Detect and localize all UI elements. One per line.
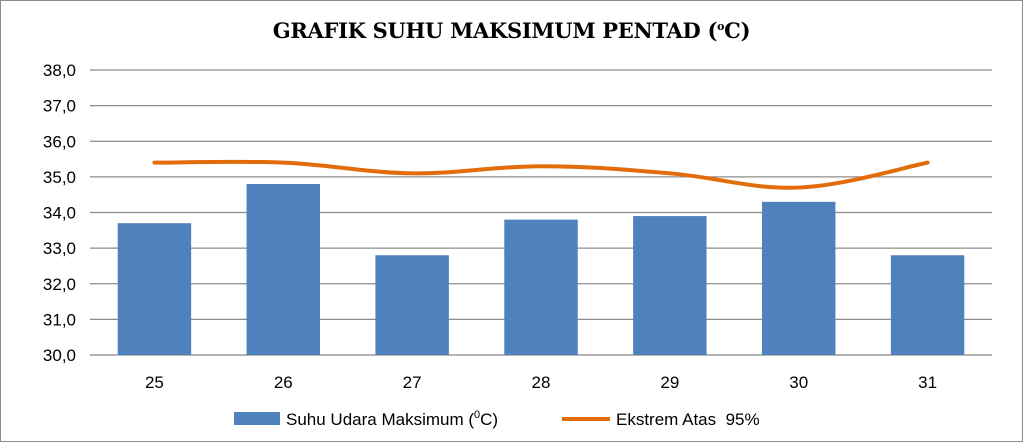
bar xyxy=(761,201,836,355)
x-tick-label: 25 xyxy=(145,373,164,392)
y-tick-label: 34,0 xyxy=(43,204,76,223)
line-series xyxy=(152,159,930,190)
y-tick-label: 30,0 xyxy=(43,346,76,365)
y-tick-label: 32,0 xyxy=(43,275,76,294)
y-tick-label: 31,0 xyxy=(43,310,76,329)
x-tick-label: 31 xyxy=(918,373,937,392)
y-tick-label: 37,0 xyxy=(43,97,76,116)
bar xyxy=(117,223,192,355)
x-tick-label: 27 xyxy=(403,373,422,392)
line-path xyxy=(152,159,930,190)
y-tick-label: 33,0 xyxy=(43,239,76,258)
bar xyxy=(890,255,965,355)
y-tick-label: 35,0 xyxy=(43,168,76,187)
y-axis-ticks: 30,0 31,0 32,0 33,0 34,0 35,0 36,0 37,0 38,0 xyxy=(43,61,76,365)
x-tick-label: 26 xyxy=(274,373,293,392)
x-tick-label: 30 xyxy=(789,373,808,392)
legend-swatch-bar xyxy=(234,412,280,425)
chart-title: GRAFIK SUHU MAKSIMUM PENTAD (oC) xyxy=(272,18,751,43)
bar xyxy=(375,255,449,355)
legend-label-line: Ekstrem Atas 95% xyxy=(616,410,760,429)
x-tick-label: 29 xyxy=(660,373,679,392)
x-tick-label: 28 xyxy=(532,373,551,392)
x-axis-ticks: 25 26 27 28 29 30 31 xyxy=(145,373,937,392)
bar xyxy=(246,184,321,355)
legend: Suhu Udara Maksimum (0C) Ekstrem Atas 95… xyxy=(234,409,760,429)
bar xyxy=(504,219,578,355)
legend-label-bar: Suhu Udara Maksimum (0C) xyxy=(286,409,498,429)
bar xyxy=(633,216,707,355)
bar-series xyxy=(117,184,965,355)
y-tick-label: 36,0 xyxy=(43,132,76,151)
y-tick-label: 38,0 xyxy=(43,61,76,80)
